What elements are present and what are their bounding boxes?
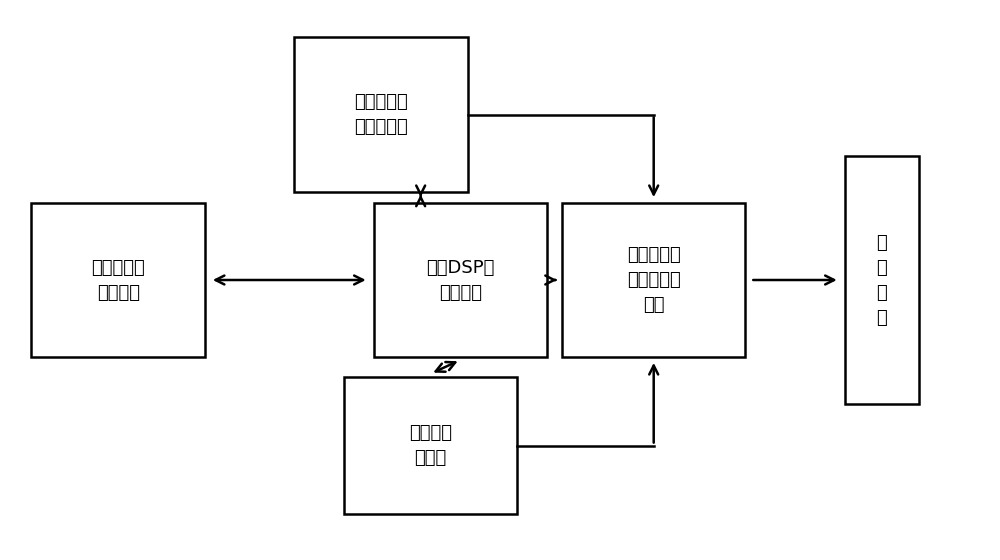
Text: 输出驱动及
绿冲突检测
模块: 输出驱动及 绿冲突检测 模块 xyxy=(627,246,681,314)
Text: 主控模块
热备份: 主控模块 热备份 xyxy=(409,424,452,467)
Text: 信
号
灯
组: 信 号 灯 组 xyxy=(876,234,887,326)
Text: 人机接口及
显示模块: 人机接口及 显示模块 xyxy=(91,259,145,301)
Text: 基于DSP的
主控模块: 基于DSP的 主控模块 xyxy=(426,259,495,301)
FancyBboxPatch shape xyxy=(344,376,517,515)
Text: 车流量检测
与处理模块: 车流量检测 与处理模块 xyxy=(354,93,408,136)
FancyBboxPatch shape xyxy=(562,203,745,357)
FancyBboxPatch shape xyxy=(294,38,468,192)
FancyBboxPatch shape xyxy=(374,203,547,357)
FancyBboxPatch shape xyxy=(31,203,205,357)
FancyBboxPatch shape xyxy=(845,156,919,404)
